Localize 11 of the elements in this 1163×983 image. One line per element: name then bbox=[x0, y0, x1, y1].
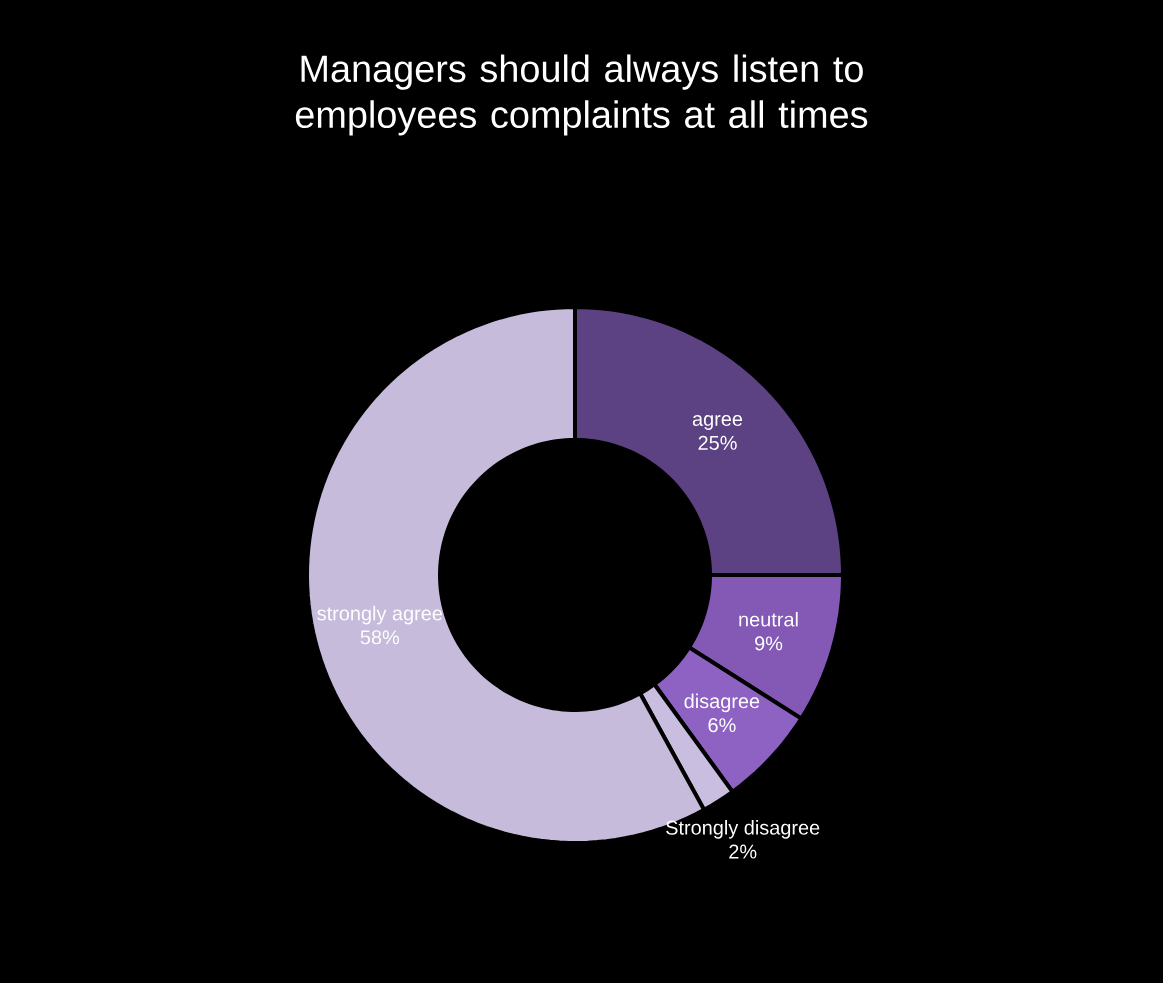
data-label: 25% bbox=[698, 435, 737, 450]
slice-label: agree bbox=[692, 415, 743, 430]
data-label: 6% bbox=[708, 718, 736, 733]
slice-label: disagree bbox=[684, 693, 760, 713]
data-label: 58% bbox=[360, 630, 400, 645]
chart-title: Managers should always listen to employees complaints at all times bbox=[295, 54, 868, 136]
data-label: 2% bbox=[729, 844, 757, 859]
slice-label: neutral bbox=[739, 611, 798, 627]
data-label: 9% bbox=[755, 636, 783, 651]
slice-label: strongly agree bbox=[317, 605, 443, 625]
slice-label: Strongly disagree bbox=[666, 820, 820, 839]
